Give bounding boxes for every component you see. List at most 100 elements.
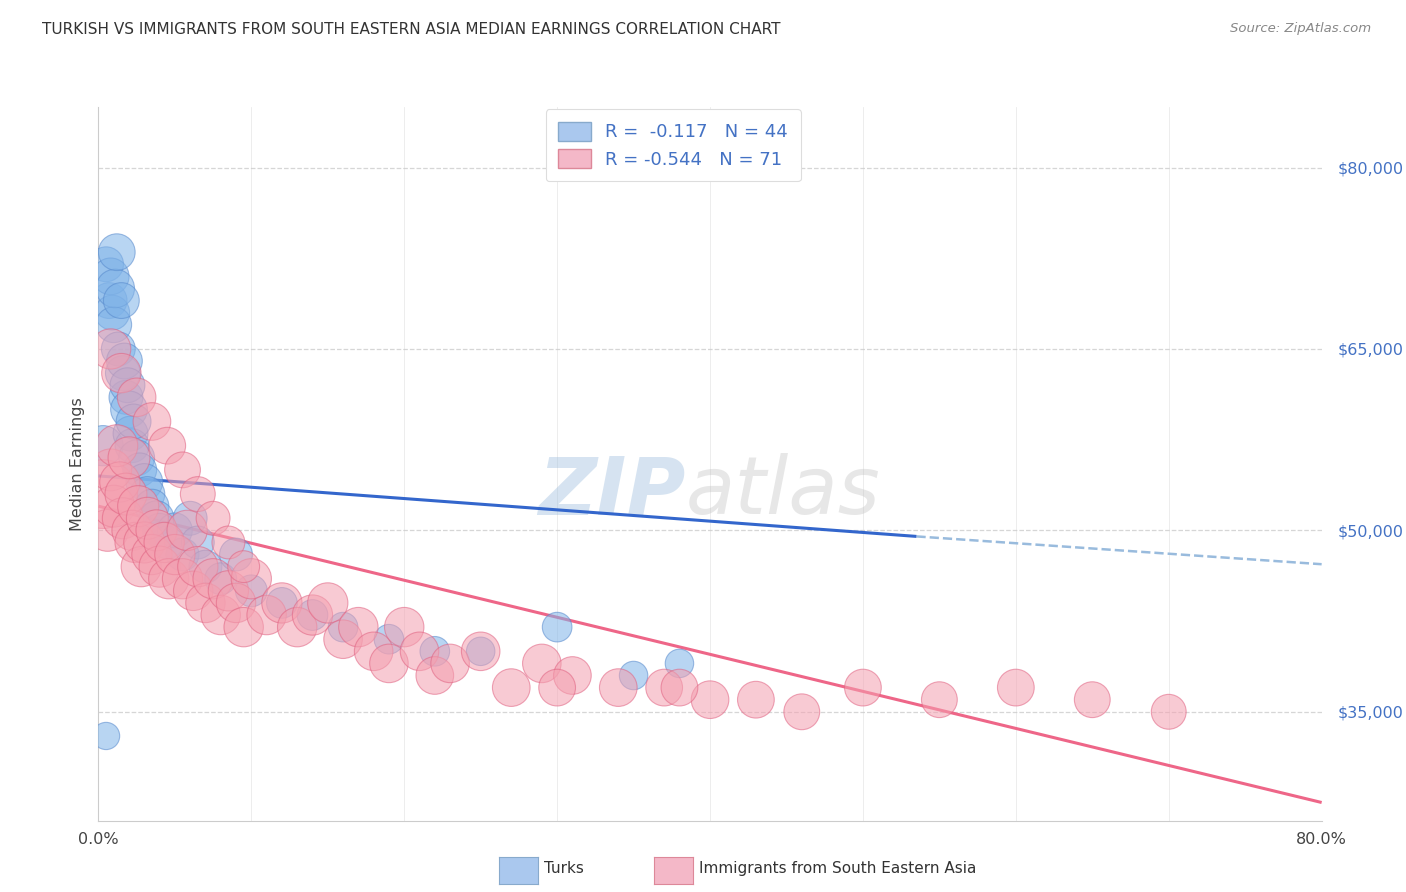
Point [187,559,209,574]
Point [111,366,134,380]
Point [120,426,142,441]
Point [105,439,128,453]
Point [270,596,292,610]
Point [134,535,156,549]
Point [332,632,354,647]
Point [122,415,145,429]
Point [118,450,141,465]
Point [316,596,339,610]
Point [118,402,141,417]
Point [217,535,239,549]
Point [128,463,150,477]
Point [270,596,292,610]
Point [91,487,114,501]
Text: atlas: atlas [686,453,880,532]
Point [176,524,198,538]
Point [1157,705,1180,719]
Text: Turks: Turks [544,862,583,876]
Point [172,548,194,562]
Point [136,487,159,501]
Point [1081,692,1104,706]
Point [202,572,225,586]
Point [363,644,385,658]
Point [124,535,146,549]
Point [668,657,690,671]
Text: TURKISH VS IMMIGRANTS FROM SOUTH EASTERN ASIA MEDIAN EARNINGS CORRELATION CHART: TURKISH VS IMMIGRANTS FROM SOUTH EASTERN… [42,22,780,37]
Point [107,342,129,356]
Point [225,596,247,610]
Point [285,620,308,634]
Point [546,620,568,634]
Point [100,342,122,356]
Point [187,535,209,549]
Point [928,692,950,706]
Point [217,583,239,598]
Point [652,681,675,695]
Point [153,535,176,549]
Point [91,439,114,453]
Point [103,318,125,332]
Point [100,269,122,284]
Point [501,681,523,695]
Point [745,692,768,706]
Point [94,257,117,271]
Text: Immigrants from South Eastern Asia: Immigrants from South Eastern Asia [699,862,976,876]
Point [97,524,120,538]
Point [172,572,194,586]
Point [1004,681,1026,695]
Point [225,548,247,562]
Point [145,511,167,525]
Point [156,535,179,549]
Point [301,607,323,622]
Text: Source: ZipAtlas.com: Source: ZipAtlas.com [1230,22,1371,36]
Point [179,511,201,525]
Point [157,572,180,586]
Point [423,644,446,658]
Point [134,475,156,489]
Point [121,439,143,453]
Point [530,657,553,671]
Point [240,572,263,586]
Point [378,657,401,671]
Text: ZIP: ZIP [538,453,686,532]
Point [209,572,232,586]
Point [112,354,135,368]
Point [408,644,430,658]
Legend: R =  -0.117   N = 44, R = -0.544   N = 71: R = -0.117 N = 44, R = -0.544 N = 71 [546,109,801,181]
Point [103,499,125,513]
Point [121,524,143,538]
Point [129,559,152,574]
Point [699,692,721,706]
Point [115,487,138,501]
Point [141,499,163,513]
Point [194,559,217,574]
Y-axis label: Median Earnings: Median Earnings [69,397,84,531]
Point [232,559,254,574]
Point [163,548,186,562]
Point [546,681,568,695]
Point [668,681,690,695]
Point [110,366,132,380]
Point [209,607,232,622]
Point [439,657,461,671]
Point [561,668,583,682]
Point [94,729,117,743]
Point [607,681,630,695]
Point [136,511,159,525]
Point [256,607,278,622]
Point [232,620,254,634]
Point [852,681,875,695]
Point [125,450,148,465]
Point [156,439,179,453]
Point [149,559,172,574]
Point [392,620,416,634]
Point [332,620,354,634]
Point [301,607,323,622]
Point [141,548,163,562]
Point [104,281,127,295]
Point [202,511,225,525]
Point [423,668,446,682]
Point [101,306,124,320]
Point [470,644,492,658]
Point [145,524,167,538]
